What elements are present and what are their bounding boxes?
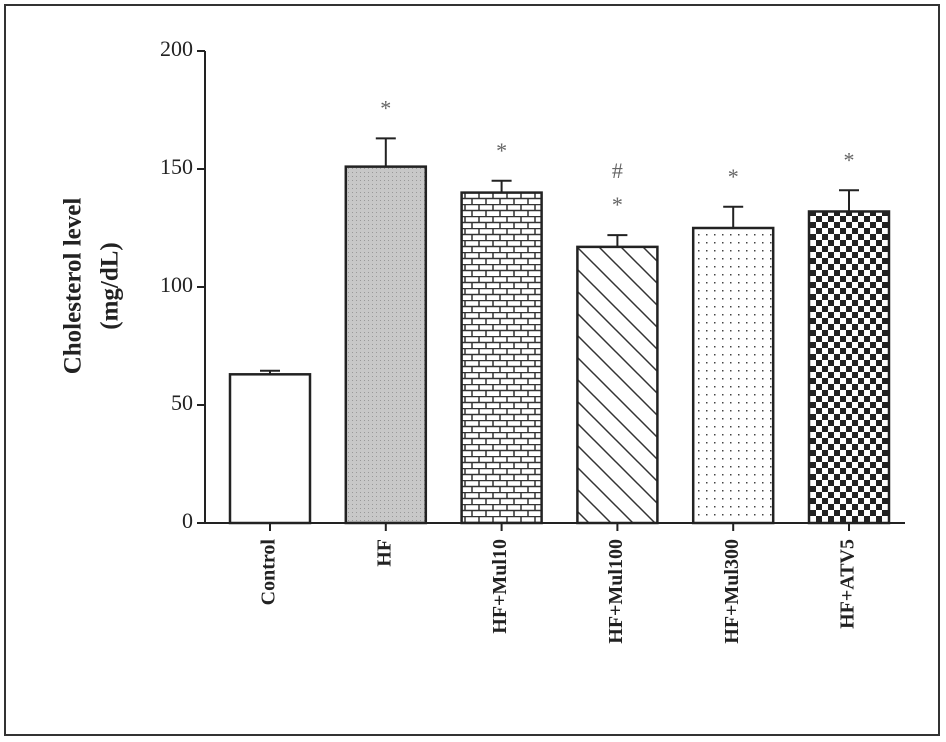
y-tick-label: 150 [160, 154, 193, 179]
chart: Cholesterol level (mg/dL) 0 50 100 150 200 Co… [0, 0, 946, 742]
bar [346, 167, 426, 523]
significance-mark: * [380, 95, 391, 120]
page: Cholesterol level (mg/dL) 0 50 100 150 200 Co… [0, 0, 946, 742]
significance-mark: # [612, 158, 623, 183]
x-tick-label: HF [373, 539, 395, 567]
significance-mark: * [612, 192, 623, 217]
y-axis-label: (mg/dL) [97, 242, 124, 330]
x-tick-label: HF+Mul300 [721, 539, 743, 644]
bar [693, 228, 773, 523]
x-tick-label: HF+Mul100 [605, 539, 627, 644]
significance-mark: * [496, 138, 507, 163]
y-tick-label: 200 [160, 36, 193, 61]
y-axis-label: Cholesterol level [60, 198, 87, 375]
significance-mark: * [844, 147, 855, 172]
x-tick-label: Control [258, 539, 280, 606]
y-tick-label: 0 [182, 508, 193, 533]
bar [809, 211, 889, 523]
y-tick-label: 50 [171, 390, 193, 415]
x-tick-label: HF+ATV5 [837, 539, 859, 629]
significance-mark: * [728, 164, 739, 189]
bar [577, 247, 657, 523]
y-tick-label: 100 [160, 272, 193, 297]
x-tick-label: HF+Mul10 [489, 539, 511, 634]
bar [230, 374, 310, 523]
bar [462, 193, 542, 523]
